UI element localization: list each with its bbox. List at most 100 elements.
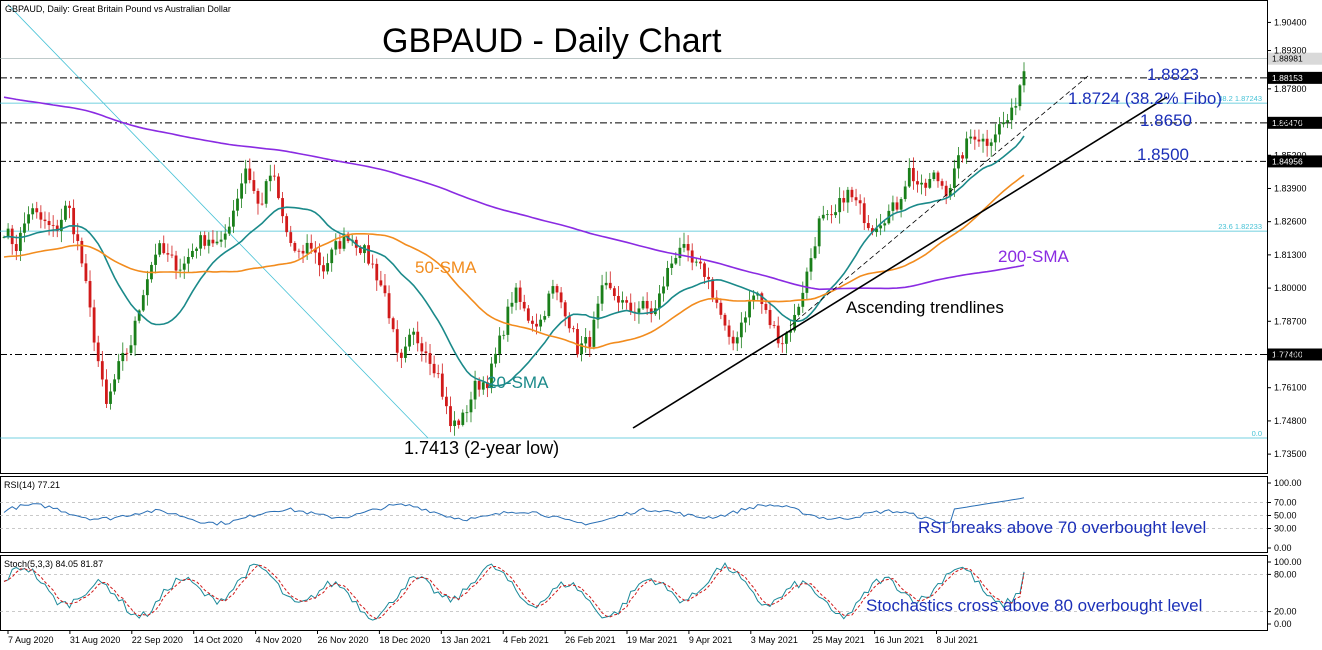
rsi-line bbox=[3, 497, 1025, 526]
candle-body bbox=[498, 335, 502, 354]
candle-body bbox=[752, 295, 756, 302]
candle-body bbox=[678, 247, 682, 258]
label-20-sma: 20-SMA bbox=[487, 373, 549, 392]
candle-body bbox=[924, 182, 928, 188]
candle-body bbox=[1002, 122, 1005, 125]
x-tick-label: 3 May 2021 bbox=[751, 635, 798, 645]
y-tick-label: 1.85200 bbox=[1274, 150, 1307, 160]
osc-tick-label: 80.00 bbox=[1274, 569, 1297, 579]
x-tick-label: 25 May 2021 bbox=[813, 635, 865, 645]
candle-body bbox=[191, 250, 194, 257]
candle-body bbox=[682, 244, 686, 248]
candle-body bbox=[2, 236, 6, 238]
candle-body bbox=[137, 310, 141, 321]
candle-body bbox=[686, 244, 690, 251]
label-1-8650: 1.8650 bbox=[1140, 111, 1192, 130]
sma200-line bbox=[3, 96, 1025, 291]
candle-body bbox=[911, 167, 915, 182]
candle-body bbox=[424, 351, 428, 354]
candle-body bbox=[715, 297, 719, 303]
level-price-tag bbox=[1268, 52, 1322, 65]
candle-body bbox=[809, 258, 813, 272]
candle-body bbox=[821, 214, 825, 219]
candle-body bbox=[985, 138, 989, 146]
candle-body bbox=[875, 228, 878, 233]
candle-body bbox=[43, 219, 47, 222]
candle-body bbox=[551, 286, 555, 294]
candle-body bbox=[23, 223, 26, 233]
x-tick-label: 9 Apr 2021 bbox=[689, 635, 733, 645]
candle-body bbox=[342, 233, 346, 249]
candle-body bbox=[309, 242, 313, 249]
candle-body bbox=[1022, 71, 1026, 86]
rsi-label: RSI(14) 77.21 bbox=[4, 480, 60, 490]
candle-body bbox=[31, 208, 35, 215]
candle-body bbox=[244, 168, 248, 184]
x-tick-label: 14 Oct 2020 bbox=[194, 635, 243, 645]
level-price-tag bbox=[1268, 348, 1322, 361]
x-tick-label: 4 Feb 2021 bbox=[503, 635, 549, 645]
candle-body bbox=[674, 257, 678, 264]
candle-body bbox=[563, 302, 567, 317]
candle-body bbox=[707, 276, 710, 280]
candle-body bbox=[1006, 120, 1010, 123]
candle-body bbox=[256, 190, 260, 204]
candle-body bbox=[703, 263, 706, 277]
candle-body bbox=[526, 308, 530, 321]
candle-body bbox=[6, 228, 10, 237]
candle-body bbox=[1010, 107, 1014, 121]
candle-body bbox=[207, 239, 211, 246]
candle-body bbox=[395, 329, 399, 353]
level-price-label: 1.86470 bbox=[1272, 118, 1303, 128]
candle-body bbox=[379, 280, 383, 286]
sma50-line bbox=[3, 174, 1025, 349]
label-50-sma: 50-SMA bbox=[415, 258, 477, 277]
candle-body bbox=[670, 263, 674, 268]
candle-body bbox=[387, 293, 391, 319]
candle-body bbox=[666, 267, 670, 287]
candle-body bbox=[998, 124, 1001, 135]
candle-body bbox=[420, 343, 424, 352]
candle-body bbox=[649, 308, 653, 315]
candle-body bbox=[932, 172, 936, 180]
y-tick-label: 1.87800 bbox=[1274, 84, 1307, 94]
candle-body bbox=[637, 308, 641, 313]
y-tick-label: 1.82600 bbox=[1274, 217, 1307, 227]
candle-body bbox=[440, 373, 444, 397]
candle-body bbox=[604, 282, 608, 286]
candle-body bbox=[186, 256, 190, 264]
stoch-note: Stochastics cross above 80 overbought le… bbox=[866, 596, 1202, 615]
main-panel-frame bbox=[0, 0, 1268, 474]
candle-body bbox=[608, 282, 612, 289]
fibo-level-label: 23.6 1.82233 bbox=[1218, 222, 1262, 231]
rsi-note: RSI breaks above 70 overbought level bbox=[918, 518, 1206, 537]
candle-body bbox=[584, 337, 588, 344]
candle-body bbox=[629, 302, 633, 312]
candle-body bbox=[907, 167, 911, 187]
osc-tick-label: 50.00 bbox=[1274, 511, 1297, 521]
candle-body bbox=[768, 309, 772, 326]
candle-body bbox=[72, 207, 76, 235]
x-tick-label: 13 Jan 2021 bbox=[441, 635, 491, 645]
candle-body bbox=[772, 325, 776, 326]
candle-body bbox=[547, 293, 551, 317]
candle-body bbox=[27, 214, 30, 224]
trendline-main bbox=[632, 96, 1168, 429]
candle-body bbox=[850, 189, 854, 198]
candle-body bbox=[293, 242, 297, 251]
candle-body bbox=[952, 168, 956, 188]
candle-body bbox=[645, 300, 649, 309]
candle-body bbox=[920, 182, 923, 185]
candle-body bbox=[739, 322, 743, 338]
candle-body bbox=[879, 225, 883, 229]
candle-body bbox=[785, 332, 788, 344]
candle-body bbox=[252, 180, 256, 191]
candle-body bbox=[35, 208, 39, 213]
candle-body bbox=[789, 330, 792, 333]
candle-body bbox=[903, 186, 907, 200]
x-tick-label: 26 Nov 2020 bbox=[318, 635, 369, 645]
level-price-tag bbox=[1268, 155, 1322, 168]
candle-body bbox=[805, 271, 809, 293]
candle-body bbox=[117, 361, 121, 380]
candle-body bbox=[518, 287, 522, 302]
